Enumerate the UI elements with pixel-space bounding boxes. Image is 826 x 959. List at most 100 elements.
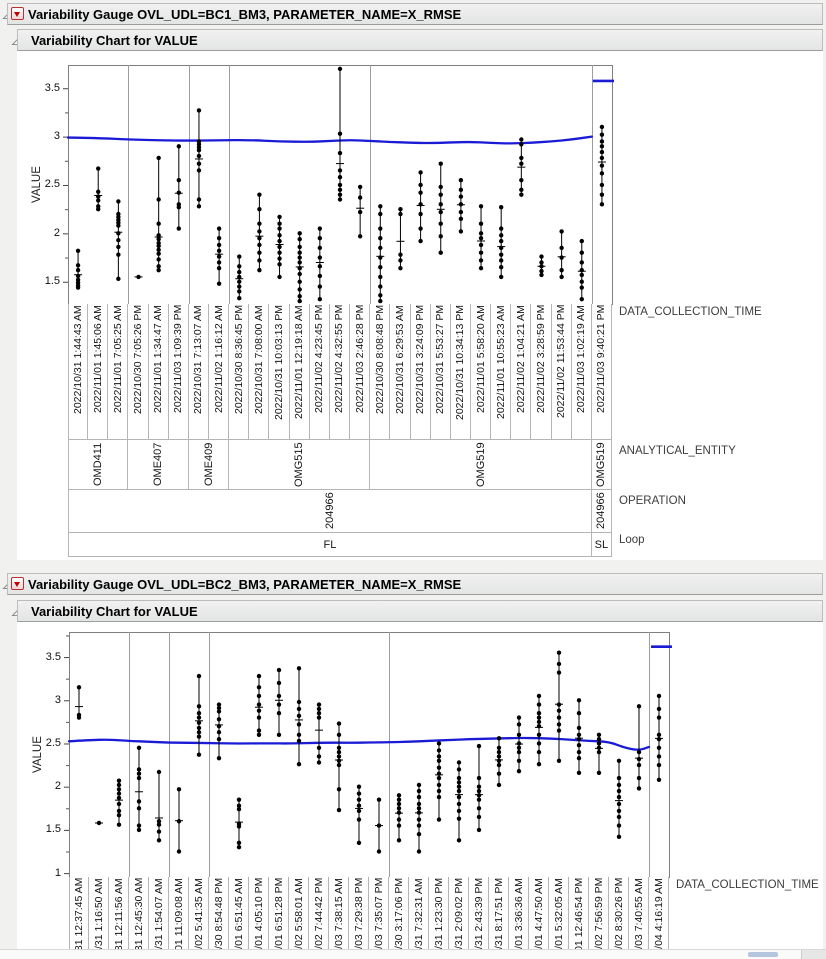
x-axis-label-cell: 2022/11/02 1:04:21 AM (511, 304, 532, 440)
chart-title-2: Variability Chart for VALUE (31, 604, 198, 619)
entity-label: OMG515 (293, 442, 306, 487)
x-axis-label-cell: 2022/10/31 2:43:39 PM (469, 877, 489, 959)
x-axis-label: 2022/11/03 1:09:39 PM (172, 305, 185, 414)
horizontal-scrollbar (0, 949, 826, 959)
x-axis-label: 2022/10/30 3:17:06 PM (392, 878, 405, 959)
header-bar: Variability Gauge OVL_UDL=BC2_BM3, PARAM… (7, 573, 823, 595)
x-axis-label: 2022/11/02 3:28:59 PM (534, 305, 547, 414)
outline-header-gauge-2: Variability Gauge OVL_UDL=BC2_BM3, PARAM… (0, 573, 826, 595)
x-axis-label: 2022/10/31 5:53:27 PM (434, 305, 447, 415)
plot-canvas (63, 65, 615, 305)
x-axis-label-cell: 2022/10/31 5:53:27 PM (430, 304, 451, 440)
entity-cell: OME407 (128, 440, 189, 490)
x-axis-label: 2022/11/02 1:16:12 AM (212, 305, 225, 413)
gauge-title-1: Variability Gauge OVL_UDL=BC1_BM3, PARAM… (28, 7, 462, 22)
x-axis-label: 2022/11/01 3:36:36 AM (512, 878, 525, 959)
x-axis-label-cell: 2022/10/31 1:54:07 AM (149, 877, 169, 959)
x-axis-label: 2022/11/01 12:19:18 AM (293, 305, 306, 419)
x-axis-label: 2022/11/01 1:45:06 AM (91, 305, 104, 413)
x-axis-label-cell: 2022/10/31 12:11:56 AM (109, 877, 129, 959)
x-axis-label: 2022/11/02 4:32:55 PM (333, 305, 346, 414)
plot-canvas (64, 632, 672, 878)
x-axis-label-cell: 2022/11/03 7:38:15 AM (329, 877, 349, 959)
x-axis-label-cell: 2022/10/31 1:16:50 AM (89, 877, 109, 959)
x-axis-label: 2022/11/03 7:38:15 AM (332, 878, 345, 959)
entity-cell: OMG519 (591, 440, 612, 490)
y-tick-label: 2 (54, 780, 61, 793)
x-axis-label: 2022/11/03 1:02:19 AM (575, 305, 588, 413)
y-tick-label: 2.5 (45, 736, 61, 749)
x-axis-label: 2022/11/01 5:58:20 AM (474, 305, 487, 413)
axis-row-title: DATA_COLLECTION_TIME (676, 879, 819, 891)
x-axis-label: 2022/10/30 7:05:26 PM (132, 305, 144, 415)
x-axis-label-cell: 2022/10/31 12:37:45 AM (69, 877, 89, 959)
y-tick-label: 3 (54, 693, 61, 706)
x-axis-label: 2022/10/31 2:43:39 PM (472, 878, 485, 959)
x-axis-label-cell: 2022/11/02 4:23:45 PM (309, 304, 330, 440)
x-axis-label-cell: 2022/11/02 8:30:26 PM (609, 877, 629, 959)
x-axis-label: 2022/11/01 11:09:08 AM (172, 878, 185, 959)
x-axis-label: 2022/11/01 7:05:25 AM (111, 305, 124, 413)
red-triangle-menu-icon[interactable] (11, 7, 24, 20)
x-axis-label-cell: 2022/10/31 3:24:09 PM (410, 304, 431, 440)
y-tick-label: 3.5 (45, 650, 61, 663)
x-axis-label: 2022/10/30 8:08:48 PM (373, 305, 386, 415)
y-tick-label: 1.5 (45, 823, 61, 836)
y-tick-label: 2 (53, 226, 60, 239)
outline-header-chart-2: Variability Chart for VALUE (0, 600, 826, 622)
x-axis-label: 2022/11/02 8:30:26 PM (612, 878, 625, 959)
header-bar: Variability Chart for VALUE (17, 600, 823, 622)
gauge-title-2: Variability Gauge OVL_UDL=BC2_BM3, PARAM… (28, 577, 462, 592)
operation-label: 204966 (323, 492, 336, 530)
x-axis-label: 2022/11/02 7:56:59 PM (592, 878, 605, 959)
x-axis-label: 2022/10/31 7:08:00 AM (252, 305, 265, 414)
x-axis-label-cell: 2022/10/31 7:13:07 AM (188, 304, 210, 440)
x-axis-label-cell: 2022/11/01 5:32:05 AM (549, 877, 569, 959)
scrollbar-thumb[interactable] (748, 952, 778, 957)
x-axis-label-cell: 2022/11/01 6:51:28 PM (269, 877, 289, 959)
header-bar: Variability Gauge OVL_UDL=BC1_BM3, PARAM… (7, 3, 823, 25)
entity-label: OMG519 (595, 442, 608, 487)
y-tick-label: 3 (53, 130, 60, 143)
x-axis-label: 2022/10/31 7:32:31 AM (412, 878, 425, 959)
x-axis-label-cell: 2022/11/02 4:32:55 PM (329, 304, 351, 440)
x-axis-label-cell: 2022/10/31 6:29:53 AM (390, 304, 411, 440)
x-axis-label: 2022/10/31 1:16:50 AM (92, 878, 105, 959)
x-axis-label: 2022/10/31 10:34:13 PM (454, 305, 467, 421)
red-triangle-menu-icon[interactable] (11, 577, 24, 590)
x-axis-label-cell: 2022/11/02 5:41:35 AM (189, 877, 209, 959)
x-axis-label-cell: 2022/11/04 4:16:19 AM (649, 877, 669, 959)
x-axis-label-cell: 2022/11/02 5:58:01 AM (289, 877, 309, 959)
entity-label: OMG519 (474, 442, 487, 487)
x-axis-label-cell: 2022/11/01 3:36:36 AM (509, 877, 529, 959)
variability-chart-2: VALUE 1 1.5 2 2.5 3 3.5 2022/10/31 12:37:45 AM 2… (0, 622, 826, 959)
y-tick-label: 2.5 (44, 178, 60, 191)
x-axis-label-cell: 2022/11/01 4:05:10 PM (249, 877, 269, 959)
x-axis-label: 2022/10/31 6:29:53 AM (393, 305, 406, 414)
x-axis-label: 2022/11/01 12:46:54 PM (572, 878, 585, 959)
x-axis-label: 2022/11/01 5:32:05 AM (552, 878, 565, 959)
x-axis-label: 2022/11/01 1:34:47 AM (152, 305, 165, 413)
x-axis-label-cell: 2022/10/31 10:34:13 PM (450, 304, 471, 440)
entity-label: OMD411 (92, 442, 105, 487)
x-axis-label-cell: 2022/10/31 10:03:13 PM (269, 304, 290, 440)
x-axis-label-cell: 2022/11/03 1:09:39 PM (168, 304, 189, 440)
outline-header-chart-1: Variability Chart for VALUE (0, 29, 826, 51)
operation-cell: 204966 (591, 490, 612, 533)
x-axis-label-cell: 2022/11/02 7:44:42 PM (309, 877, 329, 959)
operation-label: 204966 (595, 492, 608, 530)
x-axis-label-cell: 2022/11/01 6:51:45 AM (229, 877, 249, 959)
x-axis-label: 2022/10/31 12:37:45 AM (73, 878, 85, 959)
entity-cell: OMG515 (229, 440, 371, 490)
x-axis-label: 2022/11/02 11:53:44 PM (555, 305, 568, 419)
x-axis-label-cell: 2022/10/31 7:32:31 AM (409, 877, 429, 959)
x-axis-label: 2022/10/30 8:36:45 PM (232, 305, 245, 415)
x-axis-label-cell: 2022/11/01 12:19:18 AM (289, 304, 310, 440)
x-axis-label: 2022/11/01 6:51:28 PM (272, 878, 285, 959)
x-axis-label: 2022/10/31 3:24:09 PM (414, 305, 427, 415)
x-axis-label: 2022/10/30 8:54:48 PM (212, 878, 225, 959)
x-axis-label-cell: 2022/11/01 12:46:54 PM (569, 877, 589, 959)
x-axis-label-cell: 2022/11/01 10:55:23 AM (491, 304, 512, 440)
x-axis-label: 2022/11/04 4:16:19 AM (652, 878, 665, 959)
